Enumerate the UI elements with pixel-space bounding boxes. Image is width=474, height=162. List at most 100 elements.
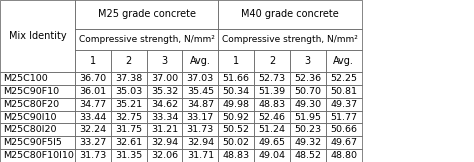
Bar [182,98,218,111]
Bar [254,72,290,85]
Text: 33.34: 33.34 [151,113,178,122]
Text: 49.32: 49.32 [294,138,321,147]
Bar [254,111,290,123]
Text: 51.39: 51.39 [258,87,285,96]
Bar [290,123,326,136]
Text: M25C80I20: M25C80I20 [3,125,56,134]
Bar [146,123,182,136]
Bar [75,29,218,50]
Text: 37.00: 37.00 [151,74,178,83]
Bar [111,85,146,98]
Bar [218,149,254,162]
Text: 3: 3 [162,56,167,66]
Bar [326,98,362,111]
Bar [75,123,111,136]
Text: 51.66: 51.66 [223,74,250,83]
Bar [218,111,254,123]
Text: 48.52: 48.52 [294,151,321,160]
Text: 50.81: 50.81 [330,87,357,96]
Text: 3: 3 [305,56,311,66]
Bar [326,149,362,162]
Bar [218,50,254,72]
Bar [111,136,146,149]
Text: 48.83: 48.83 [258,100,285,109]
Text: 52.25: 52.25 [330,74,357,83]
Bar [0,85,75,98]
Text: M40 grade concrete: M40 grade concrete [241,9,339,19]
Text: 33.17: 33.17 [187,113,214,122]
Text: 50.34: 50.34 [223,87,250,96]
Text: M25C90F10: M25C90F10 [3,87,59,96]
Text: 35.03: 35.03 [115,87,142,96]
Bar [326,136,362,149]
Text: Mix Identity: Mix Identity [9,31,66,41]
Bar [290,149,326,162]
Text: 50.92: 50.92 [223,113,250,122]
Bar [218,123,254,136]
Bar [326,123,362,136]
Text: 49.04: 49.04 [258,151,285,160]
Bar [75,0,218,29]
Bar [0,136,75,149]
Text: 33.44: 33.44 [79,113,107,122]
Text: 31.73: 31.73 [79,151,107,160]
Text: 49.98: 49.98 [223,100,250,109]
Text: 35.32: 35.32 [151,87,178,96]
Text: 35.21: 35.21 [115,100,142,109]
Bar [326,85,362,98]
Bar [182,123,218,136]
Bar [146,85,182,98]
Text: 31.21: 31.21 [151,125,178,134]
Text: M25C100: M25C100 [3,74,47,83]
Text: M25C80F20: M25C80F20 [3,100,59,109]
Text: M25C90I10: M25C90I10 [3,113,56,122]
Bar [218,72,254,85]
Text: 36.70: 36.70 [79,74,106,83]
Text: 52.36: 52.36 [294,74,321,83]
Bar [182,111,218,123]
Text: 48.83: 48.83 [223,151,250,160]
Text: 32.61: 32.61 [115,138,142,147]
Bar [290,50,326,72]
Bar [254,149,290,162]
Text: 49.67: 49.67 [330,138,357,147]
Bar [254,85,290,98]
Bar [182,149,218,162]
Text: 34.87: 34.87 [187,100,214,109]
Bar [75,85,111,98]
Text: 50.52: 50.52 [223,125,250,134]
Text: 52.46: 52.46 [258,113,285,122]
Text: 32.94: 32.94 [187,138,214,147]
Bar [218,85,254,98]
Bar [0,111,75,123]
Text: 50.02: 50.02 [223,138,250,147]
Text: 31.73: 31.73 [187,125,214,134]
Bar [111,149,146,162]
Text: 49.30: 49.30 [294,100,321,109]
Bar [0,123,75,136]
Text: Avg.: Avg. [333,56,354,66]
Bar [111,72,146,85]
Text: 35.45: 35.45 [187,87,214,96]
Bar [146,136,182,149]
Text: 2: 2 [126,56,132,66]
Text: M25C80F10I10: M25C80F10I10 [3,151,74,160]
Text: 36.01: 36.01 [79,87,106,96]
Bar [75,136,111,149]
Bar [0,0,75,72]
Bar [218,98,254,111]
Bar [182,50,218,72]
Bar [218,29,362,50]
Text: 37.03: 37.03 [187,74,214,83]
Text: 49.37: 49.37 [330,100,357,109]
Text: 49.65: 49.65 [258,138,285,147]
Bar [0,98,75,111]
Text: 32.24: 32.24 [79,125,106,134]
Bar [290,111,326,123]
Text: 50.66: 50.66 [330,125,357,134]
Text: 51.24: 51.24 [258,125,285,134]
Text: 34.77: 34.77 [79,100,106,109]
Bar [218,0,362,29]
Text: 32.75: 32.75 [115,113,142,122]
Text: Avg.: Avg. [190,56,211,66]
